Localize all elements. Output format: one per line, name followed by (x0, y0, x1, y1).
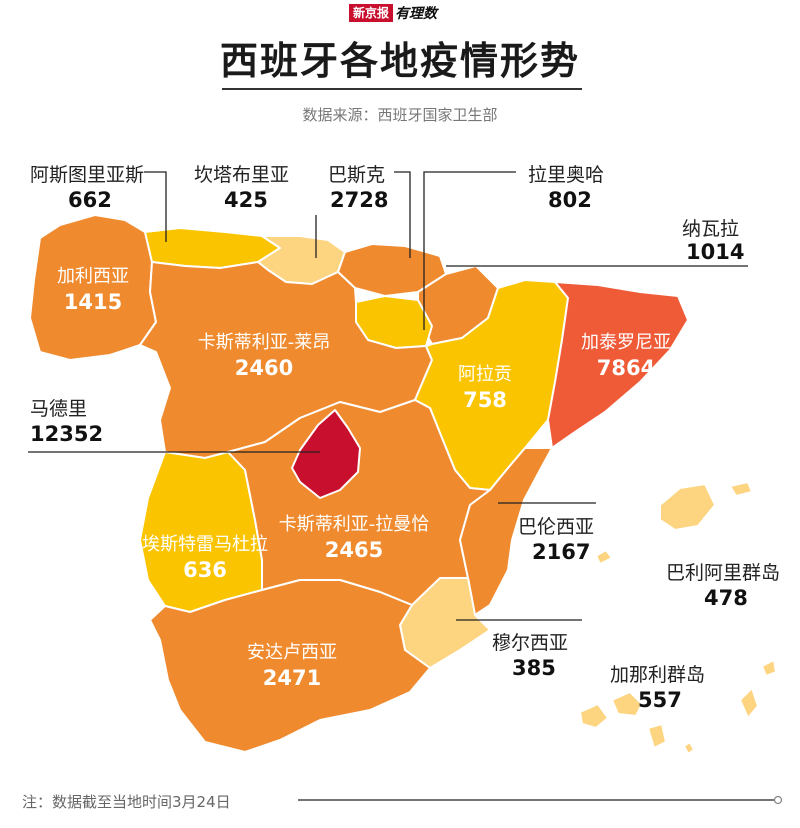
label-navarra-value: 1014 (686, 240, 745, 264)
region-canary-2[interactable] (611, 691, 643, 717)
region-catalonia[interactable] (547, 281, 689, 449)
label-catalonia-name: 加泰罗尼亚 (581, 332, 671, 353)
brand-newspaper: 新京报 (349, 4, 394, 22)
label-murcia-name: 穆尔西亚 (492, 632, 569, 654)
label-castilla-mancha-name: 卡斯蒂利亚-拉曼恰 (278, 514, 430, 535)
brand-column: 有理数 (395, 6, 438, 22)
region-balearic-menorca[interactable] (729, 481, 753, 497)
page-title: 西班牙各地疫情形势 (219, 39, 580, 83)
region-canary-5[interactable] (761, 659, 777, 677)
label-valencia-name: 巴伦西亚 (518, 516, 595, 538)
brand-logo: 新京报 有理数 (349, 4, 437, 22)
label-basque-name: 巴斯克 (328, 164, 386, 186)
label-castilla-leon-value: 2460 (234, 356, 294, 380)
footnote: 注：数据截至当地时间3月24日 (22, 793, 231, 811)
label-canary-value: 557 (638, 688, 682, 712)
label-aragon-name: 阿拉贡 (458, 364, 512, 385)
region-madrid[interactable] (291, 409, 361, 499)
label-madrid-name: 马德里 (30, 398, 88, 420)
label-castilla-mancha-value: 2465 (324, 538, 384, 562)
region-canary-3[interactable] (647, 723, 667, 749)
label-canary-name: 加那利群岛 (610, 664, 706, 686)
label-extremadura-value: 636 (183, 558, 227, 582)
region-canary-6[interactable] (683, 741, 695, 755)
label-murcia-value: 385 (512, 656, 556, 680)
label-madrid-value: 12352 (30, 422, 104, 446)
label-andalusia-value: 2471 (262, 666, 322, 690)
region-canary-1[interactable] (579, 703, 609, 729)
leader-basque (394, 171, 411, 258)
label-galicia-value: 1415 (63, 290, 123, 314)
title-divider (222, 88, 582, 90)
label-navarra-name: 纳瓦拉 (682, 218, 740, 240)
label-castilla-leon-name: 卡斯蒂利亚-莱昂 (197, 332, 331, 353)
region-balearic-ibiza[interactable] (595, 549, 613, 565)
label-aragon-value: 758 (463, 388, 507, 412)
label-balearic-name: 巴利阿里群岛 (666, 562, 781, 584)
region-valencia[interactable] (459, 447, 553, 616)
label-valencia-value: 2167 (532, 540, 591, 564)
leader-rioja (423, 171, 516, 330)
label-asturias-value: 662 (68, 188, 112, 212)
leader-asturias (144, 171, 167, 242)
label-cantabria-value: 425 (224, 188, 268, 212)
region-canary-4[interactable] (739, 687, 759, 719)
label-asturias-name: 阿斯图里亚斯 (30, 164, 145, 186)
label-rioja-value: 802 (548, 188, 592, 212)
label-balearic-value: 478 (704, 586, 748, 610)
label-extremadura-name: 埃斯特雷马杜拉 (142, 534, 268, 555)
label-andalusia-name: 安达卢西亚 (247, 642, 337, 663)
leader-note-end (773, 795, 783, 805)
region-balearic-mallorca[interactable] (659, 483, 716, 531)
data-source: 数据来源：西班牙国家卫生部 (302, 106, 498, 124)
label-rioja-name: 拉里奥哈 (528, 164, 605, 186)
label-cantabria-name: 坎塔布里亚 (194, 164, 290, 186)
region-andalusia[interactable] (149, 579, 431, 753)
label-catalonia-value: 7864 (596, 356, 656, 380)
label-basque-value: 2728 (330, 188, 389, 212)
label-galicia-name: 加利西亚 (57, 266, 129, 287)
